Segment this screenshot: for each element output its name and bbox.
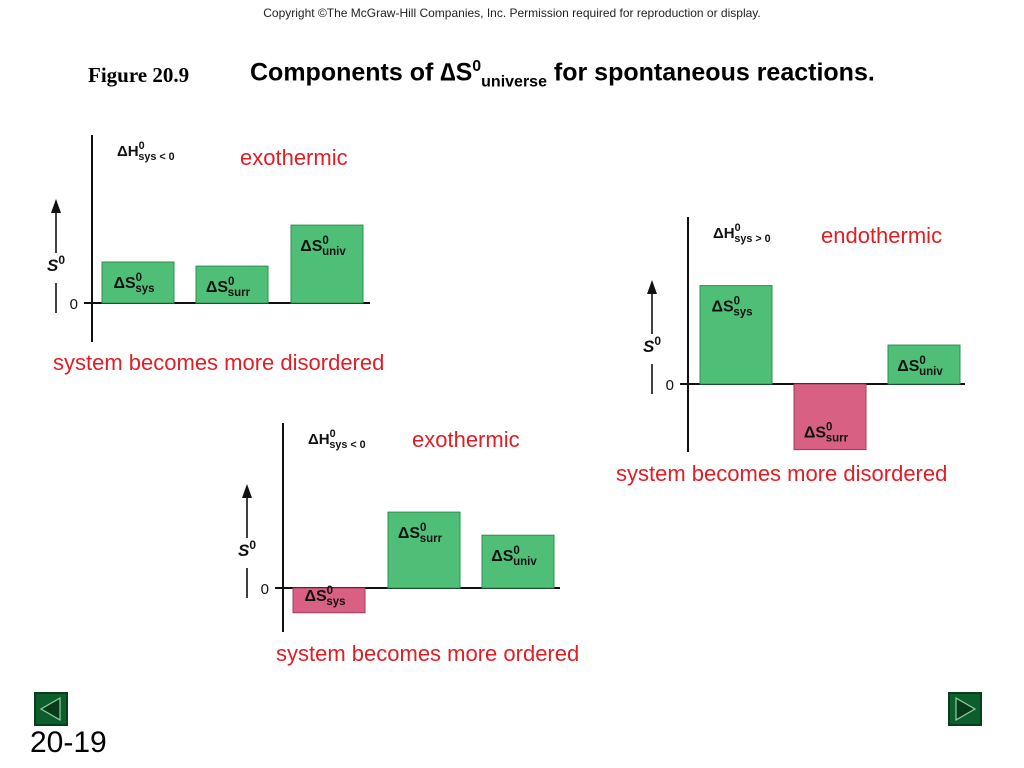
copyright-notice: Copyright ©The McGraw-Hill Companies, In…: [263, 6, 761, 20]
arrow-head-icon: [242, 484, 252, 498]
delta-h-label: ΔH0 sys < 0: [308, 428, 366, 451]
bar-label-univ: ΔS0 univ: [897, 355, 943, 378]
bar-label-univ: ΔS0 univ: [300, 235, 346, 258]
y-axis-label: S0: [238, 538, 256, 560]
bar-label-sys: ΔS0 sys: [304, 585, 345, 608]
title-text-before: Components of: [250, 58, 441, 87]
bar-label-univ: ΔS0 univ: [491, 545, 537, 568]
arrow-head-icon: [647, 280, 657, 294]
bar-delta-s-sys: [292, 587, 366, 614]
panel-3-result-label: system becomes more ordered: [276, 641, 580, 666]
delta-h-label: ΔH0 sys > 0: [713, 222, 771, 245]
arrow-head-icon: [51, 199, 61, 213]
y-axis-label: S0: [643, 334, 661, 356]
panel-exothermic-disordered: 0 S0 ΔH0 sys < 0 ΔS0 sys ΔS0 surr ΔS0 univ: [40, 130, 380, 345]
title-text-after: for spontaneous reactions.: [546, 58, 875, 87]
bar-delta-s-surr: [793, 383, 867, 451]
bar-label-sys: ΔS0 sys: [113, 272, 154, 295]
panel-exothermic-ordered: 0 S0 ΔH0 sys < 0 ΔS0 sys ΔS0 surr ΔS0 univ: [230, 418, 570, 638]
bar-label-surr: ΔS0 surr: [804, 422, 849, 445]
title-symbol: S: [455, 58, 473, 87]
slide-number: 20-19: [30, 726, 107, 759]
panel-2-result-label: system becomes more disordered: [616, 461, 948, 486]
zero-tick-label: 0: [70, 296, 78, 313]
bar-delta-s-univ: [887, 344, 961, 385]
bar-delta-s-surr: [195, 265, 269, 304]
bar-label-surr: ΔS0 surr: [206, 276, 251, 299]
panel-1-kind-label: exothermic: [240, 145, 348, 170]
next-slide-button[interactable]: [948, 692, 982, 726]
figure-label: Figure 20.9: [88, 63, 190, 87]
entropy-bar-diagram: 0 S0 ΔH0 sys > 0 ΔS0 sys ΔS0 surr ΔS0 univ: [643, 217, 965, 452]
bar-delta-s-surr: [387, 511, 461, 589]
triangle-right-icon: [955, 696, 977, 722]
title-superscript: 0: [472, 58, 482, 75]
bar-label-sys: ΔS0 sys: [711, 296, 752, 319]
title-delta: ∆: [440, 58, 456, 87]
figure-title: Components of ∆S0universe for spontaneou…: [250, 58, 875, 91]
bar-delta-s-sys: [101, 261, 175, 304]
bar-delta-s-univ: [290, 224, 364, 304]
triangle-left-icon: [39, 696, 61, 722]
panel-1-result-label: system becomes more disordered: [53, 350, 385, 375]
zero-tick-label: 0: [261, 581, 269, 598]
y-axis-label: S0: [47, 253, 65, 275]
title-subscript: universe: [481, 73, 547, 91]
bar-delta-s-sys: [699, 285, 773, 385]
delta-h-label: ΔH0 sys < 0: [117, 140, 175, 163]
previous-slide-button[interactable]: [34, 692, 68, 726]
panel-endothermic-disordered: 0 S0 ΔH0 sys > 0 ΔS0 sys ΔS0 surr ΔS0 univ: [635, 212, 975, 457]
panel-2-kind-label: endothermic: [821, 223, 943, 248]
bar-label-surr: ΔS0 surr: [398, 522, 443, 545]
zero-tick-label: 0: [666, 377, 674, 394]
bar-delta-s-univ: [481, 534, 555, 589]
panel-3-kind-label: exothermic: [412, 427, 520, 452]
